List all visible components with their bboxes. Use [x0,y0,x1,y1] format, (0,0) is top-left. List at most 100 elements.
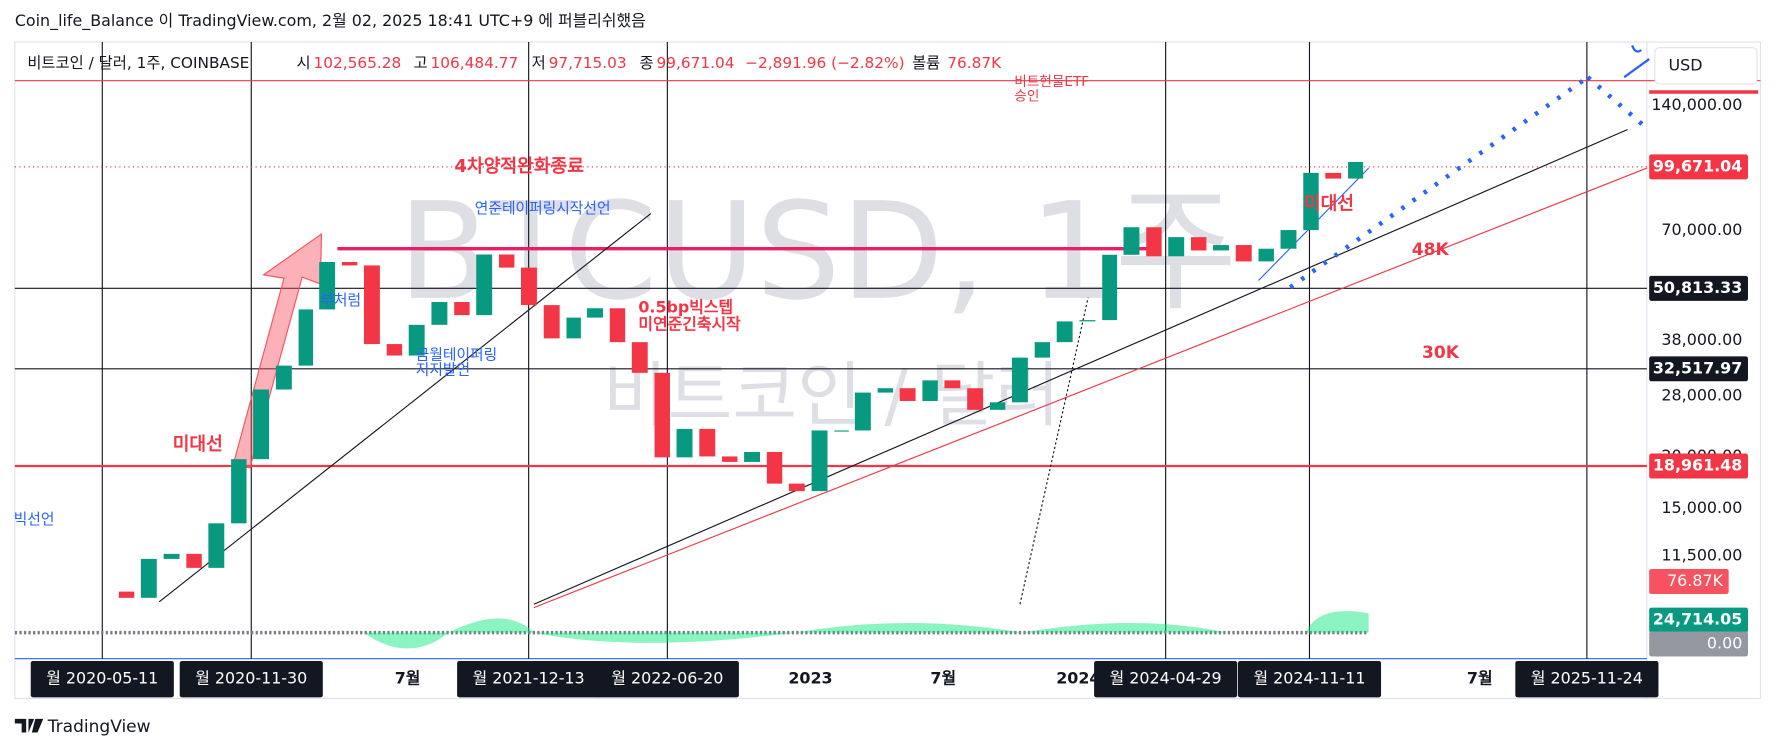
candle [341,262,358,266]
currency[interactable]: USD [1668,55,1702,74]
candle [476,254,493,316]
annotation: 미연준긴축시작 [638,314,741,333]
candle [253,389,270,460]
candle [543,305,560,339]
indicator-tag-bg [1649,569,1729,594]
candle [1280,230,1297,249]
time-tick-label: 월 2020-11-30 [195,669,307,688]
candle [1056,321,1073,343]
candle [989,402,1006,410]
price-tag-bg [1649,356,1748,382]
candle [699,428,716,457]
price-tick-label: 28,000.00 [1661,385,1742,404]
time-tag-bg [179,661,323,698]
annotation: 빅선언 [14,511,55,528]
time-tick-label: 월 2024-11-11 [1253,669,1365,688]
footer-logo: TradingView [14,717,151,737]
symbol-name: 비트코인 / 달러, 1주, COINBASE [27,54,249,72]
candle [566,317,581,339]
candle [944,380,961,389]
candle [454,302,470,316]
time-tick-label: 7월 [395,669,421,688]
time-tick-label: 월 2025-11-24 [1531,669,1643,688]
price-tag-bg [1649,453,1748,479]
candle [676,428,693,458]
price-tick-label: 140,000.00 [1651,95,1742,114]
currency-button[interactable] [1654,47,1758,85]
candle [163,553,180,559]
ohlc-label: 고 [413,54,427,72]
candle [744,451,761,462]
trend-line [533,167,1648,609]
candle [877,388,894,393]
time-tick-label: 월 2021-12-13 [473,669,585,688]
price-tick-label: 11,500.00 [1661,546,1742,565]
publisher: Coin_life_Balance 이 TradingView.com, 2월 … [15,11,646,31]
indicator-histogram [363,611,1369,649]
price-tag-bg [1649,154,1748,180]
indicator-tag: 24,714.05 [1653,610,1742,629]
candle [431,302,448,325]
volume-label: 볼륨 [912,54,940,72]
candle [1079,320,1096,322]
candle [498,254,515,268]
candle [788,483,805,492]
annotation: 미대선 [173,434,223,455]
time-tag-bg [1515,661,1659,698]
price-tag: 32,517.97 [1653,358,1742,377]
candle [186,553,202,568]
candle [363,265,380,345]
candle [1168,237,1185,257]
chart-frame [14,41,1762,700]
candle [854,392,871,431]
price-tick-label: 38,000.00 [1661,330,1742,349]
watermark: BTCUSD, 1주 비트코인 / 달러 [398,174,1238,436]
ohlc-value: 106,484.77 [431,54,519,72]
annotation: 4차양적완화종료 [454,156,584,177]
candle [275,365,292,390]
ohlc-label: 시 [297,54,311,72]
candle [208,523,225,568]
annotation: 승인 [1014,89,1039,105]
axes: 140,000.0070,000.0038,000.0028,000.0020,… [30,95,1748,698]
candle [140,558,157,598]
logo-mark [14,718,44,733]
time-tag-bg [1094,661,1238,698]
time-tick-label: 2024 [1056,669,1100,688]
candle [1034,342,1051,358]
candle [834,430,849,432]
trend-line [158,213,652,603]
candle [1348,162,1364,179]
candle [1146,227,1162,257]
ohlc-value: 97,715.03 [549,54,627,72]
legend: 비트코인 / 달러, 1주, COINBASE 시 102,565.28 고 1… [27,54,1002,72]
time-tick-label: 7월 [930,669,956,688]
candle [631,342,648,373]
indicator-tag: 76.87K [1667,571,1723,590]
candle [1123,227,1140,255]
candle [811,430,828,492]
candle [654,372,670,458]
candle [722,456,738,462]
time-tick-label: 월 2024-04-29 [1110,669,1222,688]
price-tag: 50,813.33 [1653,278,1742,297]
candle [587,308,603,318]
candle [766,451,783,484]
annotation: 부처럼 [320,292,361,309]
candle [298,309,314,366]
price-tag: 99,671.04 [1653,156,1742,175]
watermark-name: 비트코인 / 달러 [603,354,1060,436]
time-tag-bg [1237,661,1382,698]
annotation: 지지발언 [416,361,470,378]
price-tag: 18,961.48 [1653,456,1742,475]
candle [1258,248,1274,262]
candle [1191,237,1207,251]
volume-value: 76.87K [947,54,1002,72]
price-tag-bg [1649,275,1748,301]
change: −2,891.96 (−2.82%) [745,54,904,72]
indicator-tag-bg [1649,631,1748,657]
annotation: 0.5bp빅스텝 [638,297,733,316]
